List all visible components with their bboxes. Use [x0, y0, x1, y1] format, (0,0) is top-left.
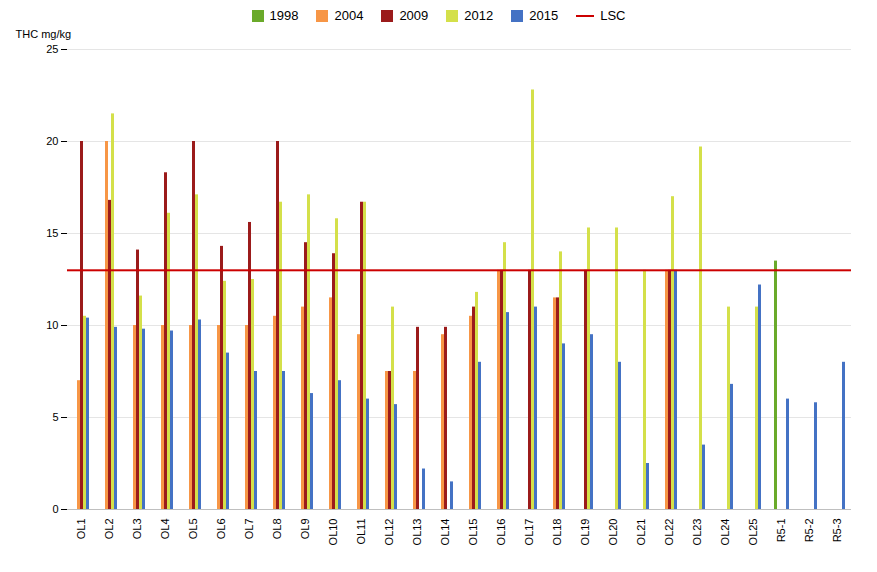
svg-text:OL2: OL2 [103, 519, 115, 540]
svg-text:OL19: OL19 [579, 519, 591, 546]
svg-text:0: 0 [52, 503, 58, 515]
svg-text:OL6: OL6 [215, 519, 227, 540]
svg-text:OL7: OL7 [243, 519, 255, 540]
svg-text:OL5: OL5 [187, 519, 199, 540]
svg-text:OL10: OL10 [327, 519, 339, 546]
svg-text:R5-1: R5-1 [775, 519, 787, 543]
svg-text:OL18: OL18 [551, 519, 563, 546]
svg-text:OL3: OL3 [131, 519, 143, 540]
svg-text:OL25: OL25 [747, 519, 759, 546]
svg-text:OL8: OL8 [271, 519, 283, 540]
svg-text:OL17: OL17 [523, 519, 535, 546]
svg-text:OL21: OL21 [635, 519, 647, 546]
svg-text:OL14: OL14 [439, 519, 451, 546]
svg-text:R5-2: R5-2 [803, 519, 815, 543]
html-text:2015: 2015 [529, 8, 559, 23]
svg-text:10: 10 [46, 319, 58, 331]
svg-text:R5-3: R5-3 [831, 519, 843, 543]
svg-text:5: 5 [52, 411, 58, 423]
svg-text:20: 20 [46, 135, 58, 147]
html-text:2009: 2009 [399, 8, 429, 23]
html-text:2012: 2012 [464, 8, 494, 23]
svg-text:OL4: OL4 [159, 519, 171, 540]
svg-text:25: 25 [46, 43, 58, 55]
svg-text:OL13: OL13 [411, 519, 423, 546]
html-text:LSC: LSC [600, 8, 626, 23]
svg-text:OL11: OL11 [355, 519, 367, 545]
svg-text:OL16: OL16 [495, 519, 507, 546]
svg-text:OL22: OL22 [663, 519, 675, 546]
svg-text:OL15: OL15 [467, 519, 479, 546]
svg-text:15: 15 [46, 227, 58, 239]
svg-text:OL12: OL12 [383, 519, 395, 546]
svg-text:OL24: OL24 [719, 519, 731, 546]
svg-text:OL23: OL23 [691, 519, 703, 546]
svg-text:OL20: OL20 [607, 519, 619, 546]
svg-text:OL9: OL9 [299, 519, 311, 540]
svg-text:THC mg/kg: THC mg/kg [16, 28, 72, 40]
html-text:1998: 1998 [269, 8, 299, 23]
html-text:2004: 2004 [334, 8, 364, 23]
svg-text:OL1: OL1 [75, 519, 87, 540]
